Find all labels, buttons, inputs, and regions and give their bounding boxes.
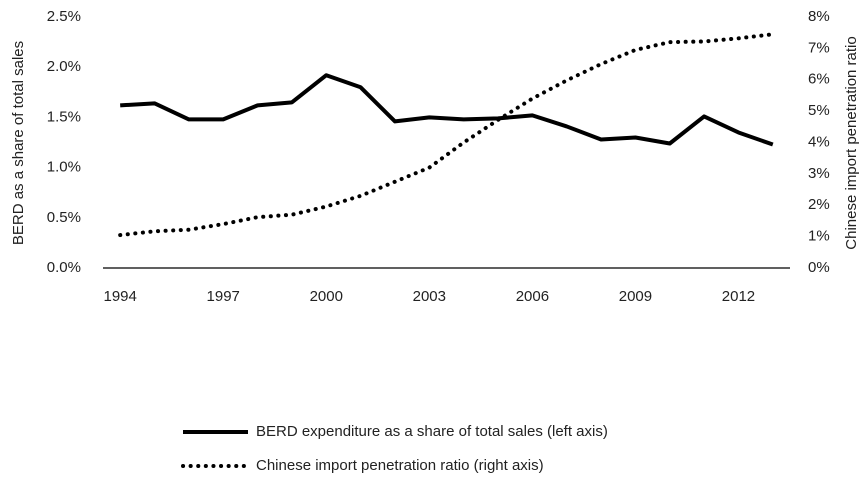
x-tick-label: 2003	[413, 288, 446, 305]
y-tick-label: 0.0%	[47, 259, 81, 276]
y2-tick-label: 2%	[808, 196, 830, 213]
x-tick-label: 1997	[207, 288, 240, 305]
series-line	[118, 32, 775, 238]
y2-tick-label: 0%	[808, 259, 830, 276]
y-tick-label: 0.5%	[47, 209, 81, 226]
legend-label: Chinese import penetration ratio (right …	[256, 457, 544, 474]
y-tick-label: 1.0%	[47, 159, 81, 176]
y2-tick-label: 8%	[808, 8, 830, 25]
y2-tick-label: 1%	[808, 228, 830, 245]
y-tick-label: 2.0%	[47, 58, 81, 75]
x-tick-label: 2012	[722, 288, 755, 305]
x-tick-label: 2009	[619, 288, 652, 305]
y2-tick-label: 3%	[808, 165, 830, 182]
y-axis-title: BERD as a share of total sales	[10, 41, 27, 245]
x-tick-label: 1994	[103, 288, 136, 305]
x-tick-label: 2006	[516, 288, 549, 305]
x-tick-label: 2000	[310, 288, 343, 305]
series-line	[120, 73, 774, 147]
y2-tick-label: 6%	[808, 71, 830, 88]
y2-tick-label: 5%	[808, 102, 830, 119]
y2-tick-label: 7%	[808, 39, 830, 56]
y-tick-label: 1.5%	[47, 108, 81, 125]
legend-label: BERD expenditure as a share of total sal…	[256, 423, 608, 440]
y2-tick-label: 4%	[808, 133, 830, 150]
y-tick-label: 2.5%	[47, 8, 81, 25]
y2-axis-title: Chinese import penetration ratio	[843, 36, 860, 249]
